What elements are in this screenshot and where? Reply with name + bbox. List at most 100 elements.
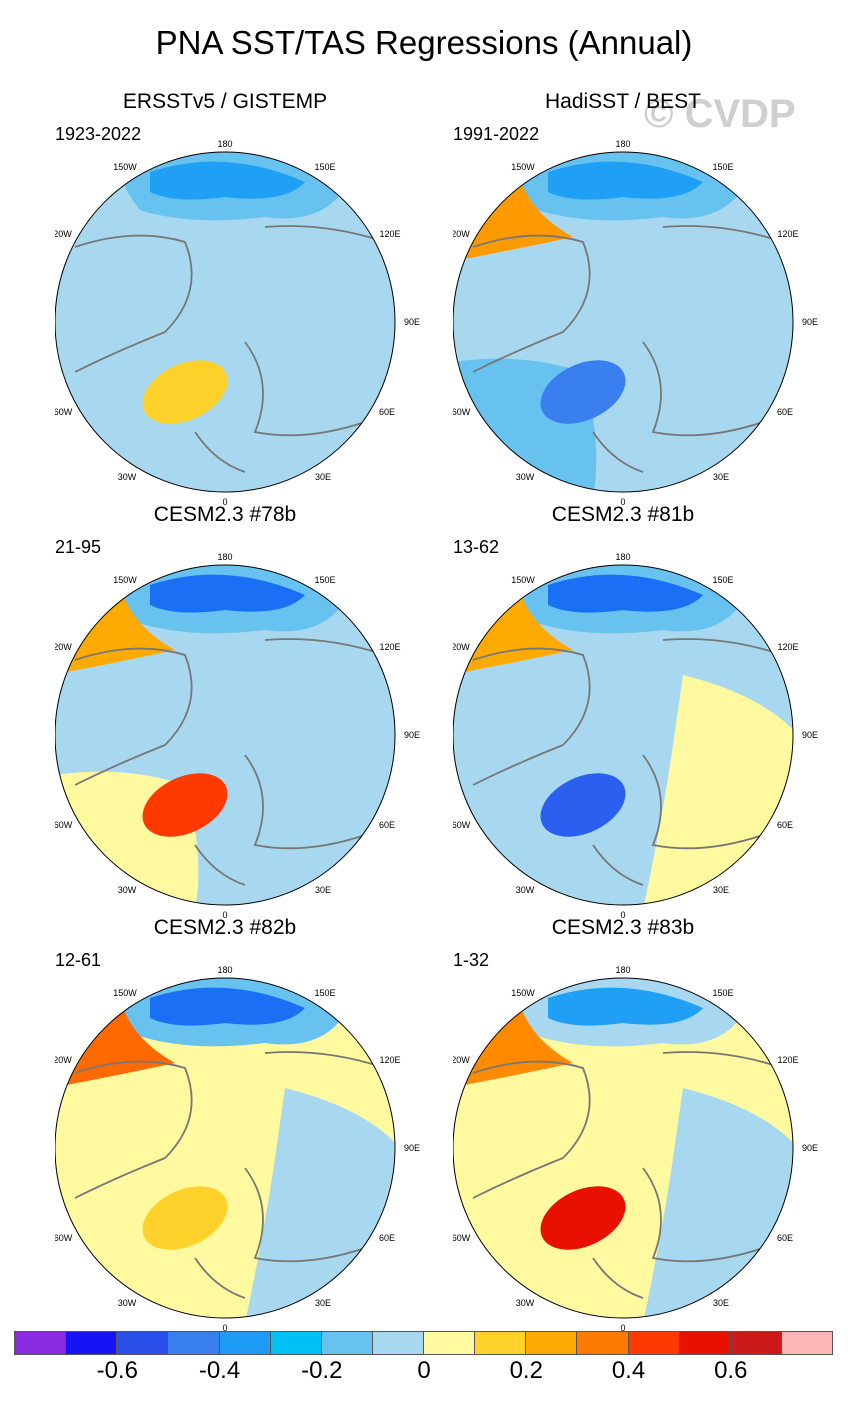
colorbar-swatch (474, 1331, 527, 1355)
panel-title: ERSSTv5 / GISTEMP (122, 90, 328, 113)
longitude-label: 180 (217, 965, 232, 975)
longitude-label: 60W (453, 407, 471, 417)
longitude-label: 150E (314, 575, 335, 585)
coastlines (472, 1051, 784, 1299)
longitude-label: 120W (55, 229, 72, 239)
colorbar-swatch (167, 1331, 220, 1355)
pacific-core-region (548, 987, 703, 1026)
map-panel: CESM2.3 #78b 21-95 180 150E 120E 90E 60E 30E 0 30… (55, 503, 455, 923)
colorbar-swatch (780, 1331, 833, 1355)
map-panel: CESM2.3 #82b 12-61 180 150E 120E 90E 60E 30E 0 30… (55, 916, 455, 1336)
colorbar-tick-label: 0.4 (611, 1357, 646, 1384)
longitude-label: 0 (222, 910, 227, 920)
longitude-label: 90E (802, 1143, 818, 1153)
longitude-label: 60W (55, 1233, 73, 1243)
longitude-label: 60W (453, 1233, 471, 1243)
longitude-label: 120W (453, 642, 470, 652)
longitude-label: 30W (516, 885, 535, 895)
longitude-label: 60W (453, 820, 471, 830)
colorbar-swatch (371, 1331, 424, 1355)
longitude-label: 120E (777, 229, 798, 239)
longitude-label: 30W (516, 472, 535, 482)
longitude-label: 0 (222, 1323, 227, 1333)
longitude-label: 30E (315, 885, 331, 895)
polar-map: 180150E120E90E60E30E030W60W90W120W150W (55, 139, 420, 507)
colorbar-swatch (320, 1331, 373, 1355)
map-panel: HadiSST / BEST 1991-2022 180 150E 120E 90E 60E… (453, 90, 848, 510)
longitude-label: 180 (615, 965, 630, 975)
longitude-label: 150E (712, 988, 733, 998)
longitude-label: 120W (453, 1055, 470, 1065)
atlantic-anomaly (540, 773, 626, 837)
panel-title: CESM2.3 #78b (153, 503, 297, 526)
panel-period: 1-32 (453, 950, 490, 970)
longitude-label: 150W (511, 162, 535, 172)
map-boundary (453, 977, 794, 1319)
longitude-label: 150E (314, 162, 335, 172)
longitude-label: 180 (615, 552, 630, 562)
atlantic-anomaly (540, 360, 626, 424)
longitude-label: 30W (516, 1298, 535, 1308)
longitude-label: 0 (620, 1323, 625, 1333)
longitude-label: 90E (404, 730, 420, 740)
panel-period: 12-61 (55, 950, 102, 970)
pacific-core-region (150, 987, 305, 1026)
cvdp-watermark: © CVDP (644, 92, 796, 136)
longitude-label: 90E (802, 317, 818, 327)
longitude-label: 90E (404, 317, 420, 327)
longitude-label: 0 (620, 497, 625, 507)
colorbar-swatch (116, 1331, 169, 1355)
longitude-label: 60W (55, 407, 73, 417)
colorbar-swatch (423, 1331, 476, 1355)
longitude-label: 30W (118, 472, 137, 482)
colorbar-swatch (65, 1331, 118, 1355)
colorbar-swatch (218, 1331, 271, 1355)
longitude-label: 150W (113, 162, 137, 172)
coastlines (74, 1051, 386, 1299)
colorbar (14, 1331, 833, 1355)
map-panel: CESM2.3 #81b 13-62 180 150E 120E 90E 60E 30E 0 30… (453, 503, 848, 923)
atlantic-anomaly (142, 773, 228, 837)
coastlines (74, 638, 386, 886)
longitude-label: 120W (55, 1055, 72, 1065)
colorbar-tick-label: -0.2 (301, 1357, 343, 1384)
longitude-label: 150E (712, 162, 733, 172)
colorbar-tick-label: 0 (417, 1357, 431, 1384)
colorbar-swatch (14, 1331, 67, 1355)
panel-period: 1991-2022 (453, 124, 540, 144)
longitude-label: 90E (802, 730, 818, 740)
pacific-core-region (150, 574, 305, 613)
atlantic-anomaly (142, 360, 228, 424)
pacific-core-region (150, 161, 305, 200)
longitude-label: 150W (511, 575, 535, 585)
longitude-label: 120E (379, 642, 400, 652)
longitude-label: 150W (113, 575, 137, 585)
panel-period: 1923-2022 (55, 124, 142, 144)
longitude-label: 120E (777, 1055, 798, 1065)
longitude-label: 120W (453, 229, 470, 239)
longitude-label: 60E (379, 1233, 395, 1243)
longitude-label: 60E (777, 1233, 793, 1243)
colorbar-tick-label: -0.6 (96, 1357, 138, 1384)
polar-map: 180150E120E90E60E30E030W60W90W120W150W (453, 552, 818, 920)
colorbar-tick-label: 0.6 (714, 1357, 748, 1384)
longitude-label: 0 (620, 910, 625, 920)
polar-map: 180150E120E90E60E30E030W60W90W120W150W (453, 139, 818, 507)
panel-period: 13-62 (453, 537, 500, 557)
map-panel: CESM2.3 #83b 1-32 180 150E 120E 90E 60E 30E 0 30W… (453, 916, 848, 1336)
longitude-label: 30E (315, 1298, 331, 1308)
panel-title: CESM2.3 #82b (153, 916, 297, 939)
map-boundary (453, 151, 794, 493)
longitude-label: 30E (713, 1298, 729, 1308)
colorbar-swatch (678, 1331, 731, 1355)
map-boundary (55, 977, 396, 1319)
longitude-label: 30E (315, 472, 331, 482)
atlantic-anomaly (142, 1186, 228, 1250)
longitude-label: 150E (314, 988, 335, 998)
figure-title: PNA SST/TAS Regressions (Annual) (155, 24, 693, 61)
coastlines (472, 225, 784, 473)
longitude-label: 30E (713, 885, 729, 895)
panel-title: HadiSST / BEST (544, 90, 701, 113)
panel-period: 21-95 (55, 537, 102, 557)
longitude-label: 60E (777, 820, 793, 830)
